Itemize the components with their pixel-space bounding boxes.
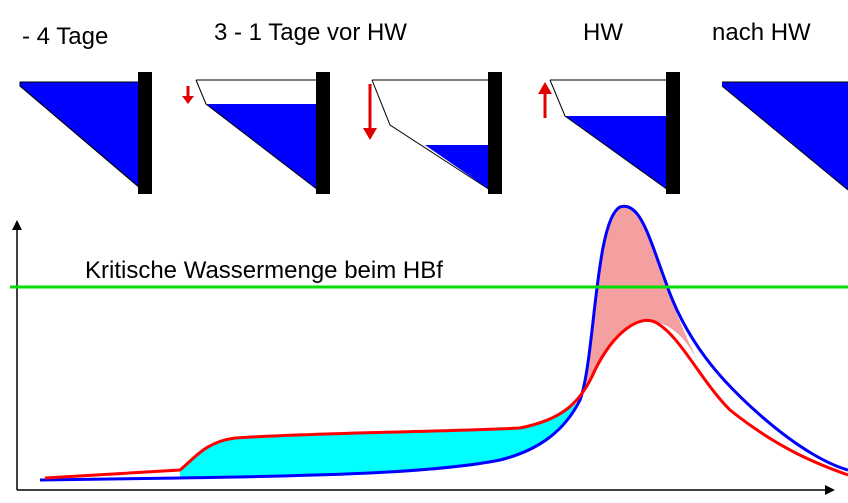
reservoir-full: [722, 82, 848, 190]
phase-label: - 4 Tage: [22, 23, 108, 50]
threshold-label: Kritische Wassermenge beim HBf: [85, 257, 443, 284]
page: {"phases": ["- 4 Tage", "3 - 1 Tage vor …: [0, 0, 848, 498]
diagram: - 4 Tage 3 - 1 Tage vor HW HW nach HW: [0, 0, 848, 498]
reservoir-low: [363, 72, 502, 194]
reservoir-filling: [538, 72, 680, 194]
phase-label: HW: [583, 19, 623, 46]
reservoir-full: [20, 72, 152, 194]
phase-label: 3 - 1 Tage vor HW: [214, 19, 407, 46]
phase-label: nach HW: [712, 19, 811, 46]
reduced-peak-area: [583, 206, 700, 392]
reservoir-lowering: [182, 72, 330, 194]
